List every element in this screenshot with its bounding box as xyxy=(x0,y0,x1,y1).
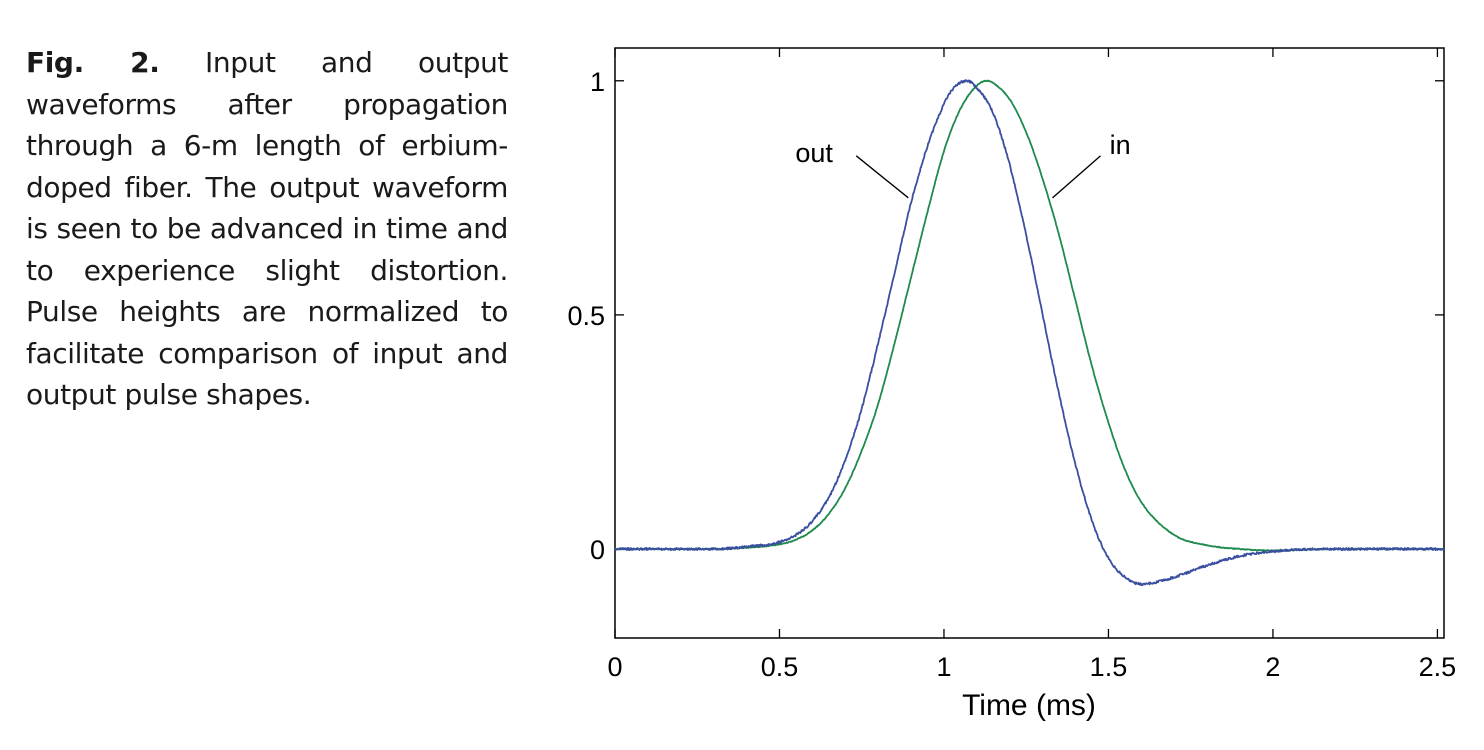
series-layer xyxy=(614,79,1445,587)
y-tick-label: 1 xyxy=(590,67,605,97)
caption-text: Input and output waveforms after propaga… xyxy=(26,46,508,411)
annotation-label-out: out xyxy=(795,138,833,168)
annotation-leader-out xyxy=(855,155,909,199)
series-line-out xyxy=(614,79,1445,587)
x-tick-label: 2 xyxy=(1265,652,1280,682)
y-tick-label: 0.5 xyxy=(567,301,605,331)
x-tick-label: 1.5 xyxy=(1090,652,1128,682)
plot-frame xyxy=(614,47,1445,639)
x-axis-title: Time (ms) xyxy=(962,689,1096,722)
figure-caption: Fig. 2. Input and output waveforms after… xyxy=(26,42,508,416)
series-line-in xyxy=(614,79,1445,552)
x-tick-label: 0.5 xyxy=(761,652,799,682)
tick-labels: 0 0.5 1 1.5 2 2.5 0 0.5 1 xyxy=(567,67,1456,682)
y-tick-label: 0 xyxy=(590,535,605,565)
annotation-label-in: in xyxy=(1110,130,1131,160)
x-tick-label: 1 xyxy=(936,652,951,682)
annotation-layer: out in xyxy=(795,130,1131,199)
x-tick-label: 2.5 xyxy=(1419,652,1457,682)
annotation-leader-in xyxy=(1052,155,1101,199)
x-tick-label: 0 xyxy=(607,652,622,682)
figure-label: Fig. 2. xyxy=(26,46,160,79)
